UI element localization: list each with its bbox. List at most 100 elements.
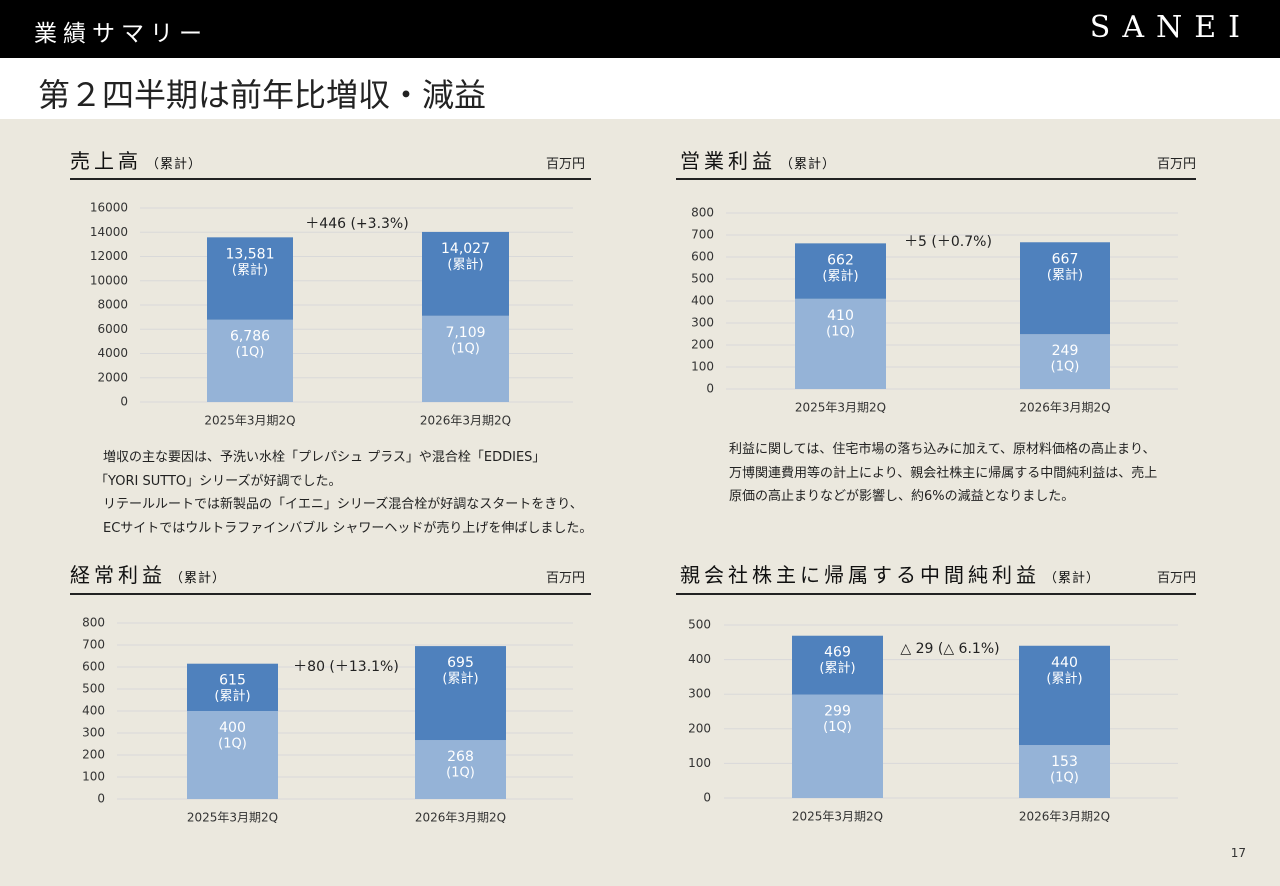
sales-title-text: 売上高 [70, 149, 142, 173]
page-number: 17 [1230, 846, 1246, 860]
op-profit-1q-sublabel: (1Q) [826, 324, 855, 339]
op-profit-bar-cumulative [1020, 242, 1110, 335]
net-income-cumulative-sublabel: (累計) [1046, 670, 1082, 686]
op-profit-1q-value: 410 [827, 308, 854, 324]
sales-cumulative-sublabel: (累計) [447, 256, 483, 272]
headline-band: 第２四半期は前年比増収・減益 [0, 58, 1280, 119]
net-income-bar-1q [792, 694, 883, 798]
sales-bar-1q [422, 315, 509, 402]
ord-profit-cumulative-value: 695 [447, 655, 474, 671]
ord-profit-unit: 百万円 [546, 571, 586, 586]
ord-profit-bar-1q [187, 711, 278, 799]
ord-profit-bar-cumulative [187, 663, 278, 711]
sales-tick-label: 4000 [97, 346, 128, 360]
ord-profit-1q-sublabel: (1Q) [218, 737, 247, 752]
net-income-tick-label: 0 [703, 791, 711, 805]
ord-profit-tick-label: 700 [82, 638, 105, 652]
net-income-tick-label: 400 [688, 652, 711, 666]
net-income-bar-cumulative [1019, 645, 1110, 746]
op-profit-tick-label: 200 [691, 338, 714, 352]
sales-1q-value: 6,786 [230, 329, 270, 345]
ord-profit-tick-label: 600 [82, 660, 105, 674]
op-profit-title-note: （累計） [780, 157, 837, 172]
op-profit-tick-label: 100 [691, 360, 714, 374]
sales-category-label: 2026年3月期2Q [420, 414, 511, 428]
net-income-bar-cumulative [792, 635, 883, 695]
ord-profit-tick-label: 0 [97, 792, 105, 806]
sales-category-label: 2025年3月期2Q [204, 414, 295, 428]
op-profit-category-label: 2026年3月期2Q [1019, 401, 1110, 415]
sales-unit: 百万円 [546, 157, 586, 172]
ord-profit-title-note: （累計） [170, 571, 227, 586]
net-income-category-label: 2026年3月期2Q [1019, 810, 1110, 824]
net-income-category-label: 2025年3月期2Q [792, 810, 883, 824]
net-income-cumulative-value: 440 [1051, 655, 1078, 671]
sales-tick-label: 16000 [90, 201, 128, 215]
sales-bar-cumulative [207, 237, 293, 320]
ord-profit-title: 経常利益 （累計） [70, 559, 226, 588]
note-line: 利益に関しては、住宅市場の落ち込みに加えて、原材料価格の高止まり、 [729, 442, 1156, 457]
op-profit-change-annotation: ＋5 (＋0.7%) [904, 234, 992, 250]
op-profit-bar-1q [795, 298, 886, 389]
op-profit-cumulative-value: 662 [827, 252, 854, 268]
sales-tick-label: 8000 [97, 298, 128, 312]
sales-bar-1q [207, 319, 293, 402]
net-income-title: 親会社株主に帰属する中間純利益 （累計） [680, 559, 1100, 588]
sales-bar-cumulative [422, 231, 509, 316]
sales-divider [70, 178, 591, 180]
net-income-tick-label: 500 [688, 618, 711, 632]
op-profit-tick-label: 600 [691, 250, 714, 264]
note-line: リテールルートでは新製品の「イエニ」シリーズ混合栓が好調なスタートをきり、 [103, 497, 583, 512]
op-profit-unit: 百万円 [1157, 157, 1197, 172]
ord-profit-1q-value: 268 [447, 749, 474, 765]
sales-title-note: （累計） [146, 157, 203, 172]
net-income-cumulative-value: 469 [824, 645, 851, 661]
sales-1q-sublabel: (1Q) [236, 345, 265, 360]
sales-title: 売上高 （累計） [70, 145, 202, 174]
net-income-title-note: （累計） [1044, 571, 1101, 586]
ord-profit-cumulative-sublabel: (累計) [214, 688, 250, 704]
op-profit-tick-label: 0 [706, 382, 714, 396]
net-income-cumulative-sublabel: (累計) [819, 660, 855, 676]
ord-profit-change-annotation: ＋80 (＋13.1%) [293, 659, 399, 675]
sales-change-annotation: ＋446 (+3.3%) [305, 216, 408, 232]
net-income-1q-value: 153 [1051, 754, 1078, 770]
net-income-tick-label: 100 [688, 756, 711, 770]
op-profit-tick-label: 300 [691, 316, 714, 330]
ord-profit-tick-label: 500 [82, 682, 105, 696]
ord-profit-tick-label: 400 [82, 704, 105, 718]
sales-cumulative-sublabel: (累計) [232, 262, 268, 278]
op-profit-1q-sublabel: (1Q) [1051, 360, 1080, 375]
op-profit-category-label: 2025年3月期2Q [795, 401, 886, 415]
ord-profit-bar-1q [415, 740, 506, 799]
net-income-change-annotation: △ 29 (△ 6.1%) [900, 641, 999, 657]
op-profit-title-text: 営業利益 [680, 149, 776, 173]
net-income-tick-label: 300 [688, 687, 711, 701]
sales-commentary: 増収の主な要因は、予洗い水栓「プレパシュ プラス」や混合栓「EDDIES」 「Y… [95, 446, 593, 540]
op-profit-cumulative-value: 667 [1052, 251, 1079, 267]
sales-tick-label: 10000 [90, 273, 128, 287]
op-profit-tick-label: 700 [691, 228, 714, 242]
sales-tick-label: 6000 [97, 322, 128, 336]
net-income-divider [676, 593, 1196, 595]
op-profit-title: 営業利益 （累計） [680, 145, 836, 174]
net-income-tick-label: 200 [688, 721, 711, 735]
sales-cumulative-value: 14,027 [441, 241, 490, 257]
net-income-title-text: 親会社株主に帰属する中間純利益 [680, 563, 1040, 587]
op-profit-bar-cumulative [795, 243, 886, 299]
ord-profit-title-text: 経常利益 [70, 563, 166, 587]
ord-profit-tick-label: 800 [82, 616, 105, 630]
top-bar: 業績サマリー SANEI [0, 0, 1280, 58]
headline: 第２四半期は前年比増収・減益 [38, 76, 487, 114]
note-line: ECサイトではウルトラファインバブル シャワーヘッドが売り上げを伸ばしました。 [103, 520, 593, 536]
sales-tick-label: 2000 [97, 370, 128, 384]
op-profit-tick-label: 500 [691, 272, 714, 286]
net-income-1q-sublabel: (1Q) [1050, 771, 1079, 786]
net-income-1q-sublabel: (1Q) [823, 720, 852, 735]
profit-commentary: 利益に関しては、住宅市場の落ち込みに加えて、原材料価格の高止まり、 万博関連費用… [729, 438, 1157, 509]
op-profit-divider [676, 178, 1196, 180]
net-income-bar-1q [1019, 745, 1110, 798]
op-profit-cumulative-sublabel: (累計) [822, 268, 858, 284]
note-line: 「YORI SUTTO」シリーズが好調でした。 [95, 473, 342, 489]
note-line: 増収の主な要因は、予洗い水栓「プレパシュ プラス」や混合栓「EDDIES」 [103, 450, 546, 465]
